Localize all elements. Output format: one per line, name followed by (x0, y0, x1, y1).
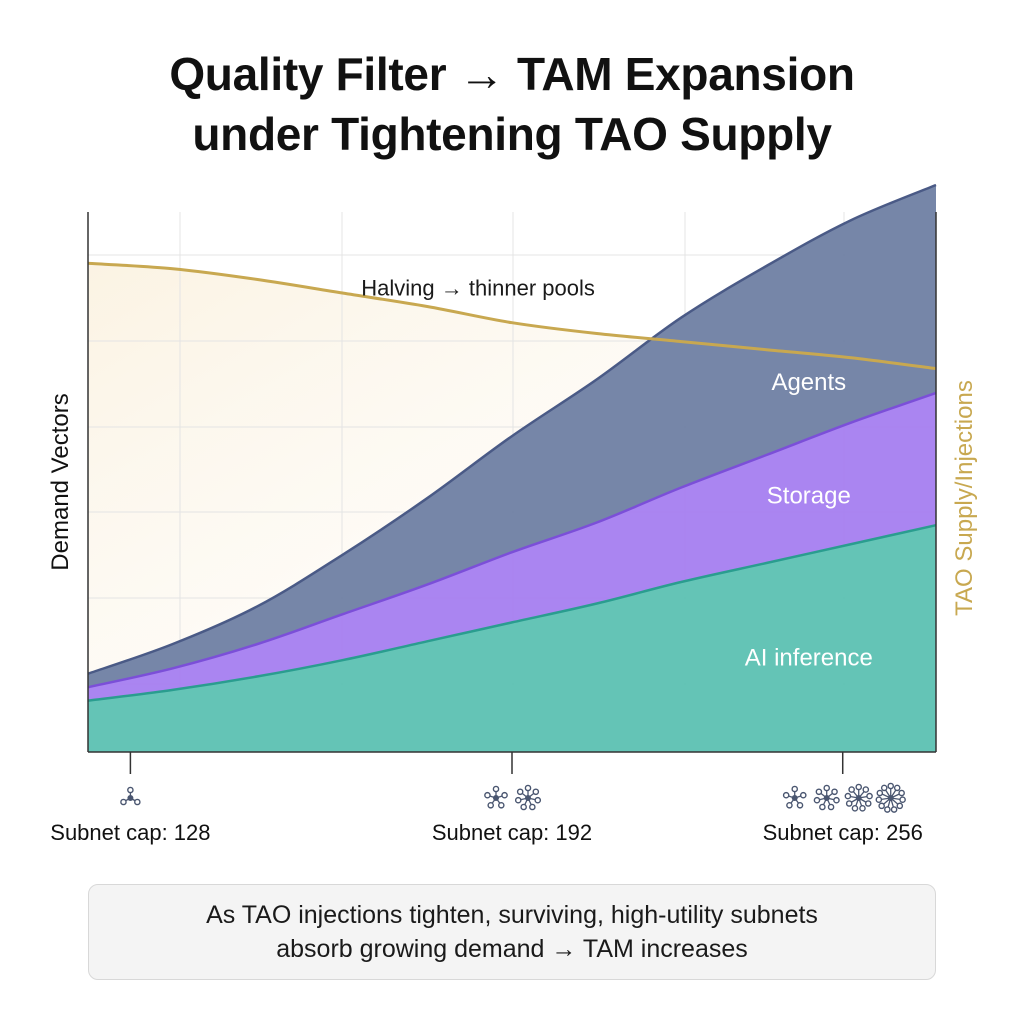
milestone-label-2: Subnet cap: 192 (432, 820, 592, 845)
line-ai-inference (87, 523, 937, 702)
annotation-1: Halving → thinner pools (361, 276, 595, 301)
milestone-label-3: Subnet cap: 256 (763, 820, 923, 845)
subnet-network-icon-3-1 (782, 785, 807, 809)
chart-title-line-2: under Tightening TAO Supply (192, 108, 832, 160)
caption-line-2: absorb growing demand → TAM increases (276, 935, 748, 963)
subnet-network-icon-1-1 (120, 786, 141, 806)
series-label-agents: Agents (771, 369, 846, 396)
subnet-network-icon-2-1 (484, 785, 508, 809)
milestone-label-1: Subnet cap: 128 (50, 820, 210, 845)
subnet-network-icon-3-4 (875, 782, 906, 813)
chart-title: Quality Filter → TAM Expansion under Tig… (0, 44, 1024, 164)
subnet-network-icon-2-2 (514, 784, 542, 811)
supply-line (87, 261, 937, 371)
y2-axis-label: TAO Supply/Injections (951, 380, 978, 616)
caption-box: As TAO injections tighten, surviving, hi… (88, 884, 936, 980)
series-label-ai-inference: AI inference (745, 645, 873, 672)
y-axis-label: Demand Vectors (47, 393, 74, 570)
line-storage (87, 391, 937, 689)
subnet-network-icon-3-2 (813, 784, 840, 811)
area-ai-inference (88, 525, 936, 752)
series-label-storage: Storage (767, 483, 851, 510)
subnet-network-icon-3-3 (844, 783, 873, 812)
caption-line-1: As TAO injections tighten, surviving, hi… (206, 901, 818, 929)
chart-title-line-1: Quality Filter → TAM Expansion (169, 48, 855, 100)
line-agents (87, 183, 937, 675)
